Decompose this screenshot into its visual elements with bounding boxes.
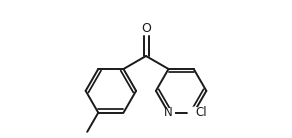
Text: N: N: [164, 106, 173, 119]
Text: O: O: [141, 22, 151, 35]
Text: Cl: Cl: [196, 106, 207, 119]
